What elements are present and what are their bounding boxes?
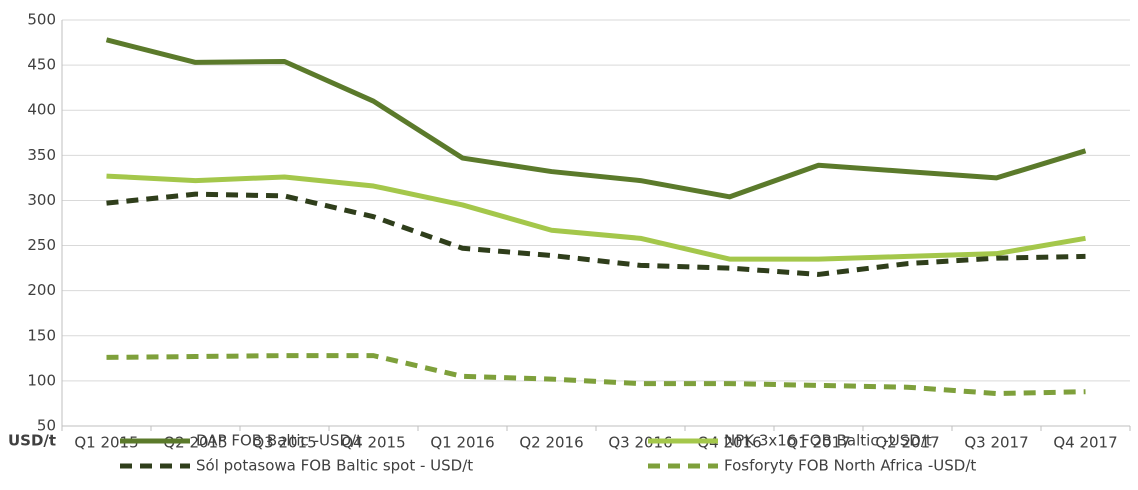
- legend-label: DAP FOB Baltic -USD/t: [196, 432, 362, 450]
- series-line: [106, 173, 1086, 262]
- y-tick-label: 50: [37, 417, 56, 435]
- series-line: [106, 353, 1086, 397]
- x-tick-label: Q2 2016: [519, 434, 583, 452]
- y-tick-label: 500: [27, 11, 56, 29]
- x-tick-label: Q2 2017: [875, 434, 939, 452]
- y-tick-label: 150: [27, 326, 56, 344]
- x-tick-label: Q1 2017: [786, 434, 850, 452]
- x-tick-label: Q1 2016: [430, 434, 494, 452]
- unit-label: USD/t: [8, 432, 56, 450]
- legend-label: NPK 3x16 FOB Baltic -USD/t: [724, 432, 932, 450]
- x-tick-label: Q3 2016: [608, 434, 672, 452]
- y-tick-label: 350: [27, 146, 56, 164]
- x-tick-label: Q1 2015: [74, 434, 138, 452]
- y-tick-label: 250: [27, 236, 56, 254]
- y-tick-label: 100: [27, 371, 56, 389]
- x-tick-label: Q3 2017: [964, 434, 1028, 452]
- x-tick-label: Q3 2015: [252, 434, 316, 452]
- x-tick-label: Q4 2016: [697, 434, 761, 452]
- x-tick-label: Q4 2017: [1053, 434, 1117, 452]
- y-tick-label: 450: [27, 56, 56, 74]
- series-line: [105, 37, 1087, 200]
- y-tick-label: 300: [27, 191, 56, 209]
- y-tick-label: 200: [27, 281, 56, 299]
- x-tick-label: Q4 2015: [341, 434, 405, 452]
- legend-label: Fosforyty FOB North Africa -USD/t: [724, 457, 976, 475]
- y-tick-label: 400: [27, 101, 56, 119]
- series-line: [106, 191, 1086, 277]
- legend-label: Sól potasowa FOB Baltic spot - USD/t: [196, 457, 473, 475]
- x-tick-label: Q2 2015: [163, 434, 227, 452]
